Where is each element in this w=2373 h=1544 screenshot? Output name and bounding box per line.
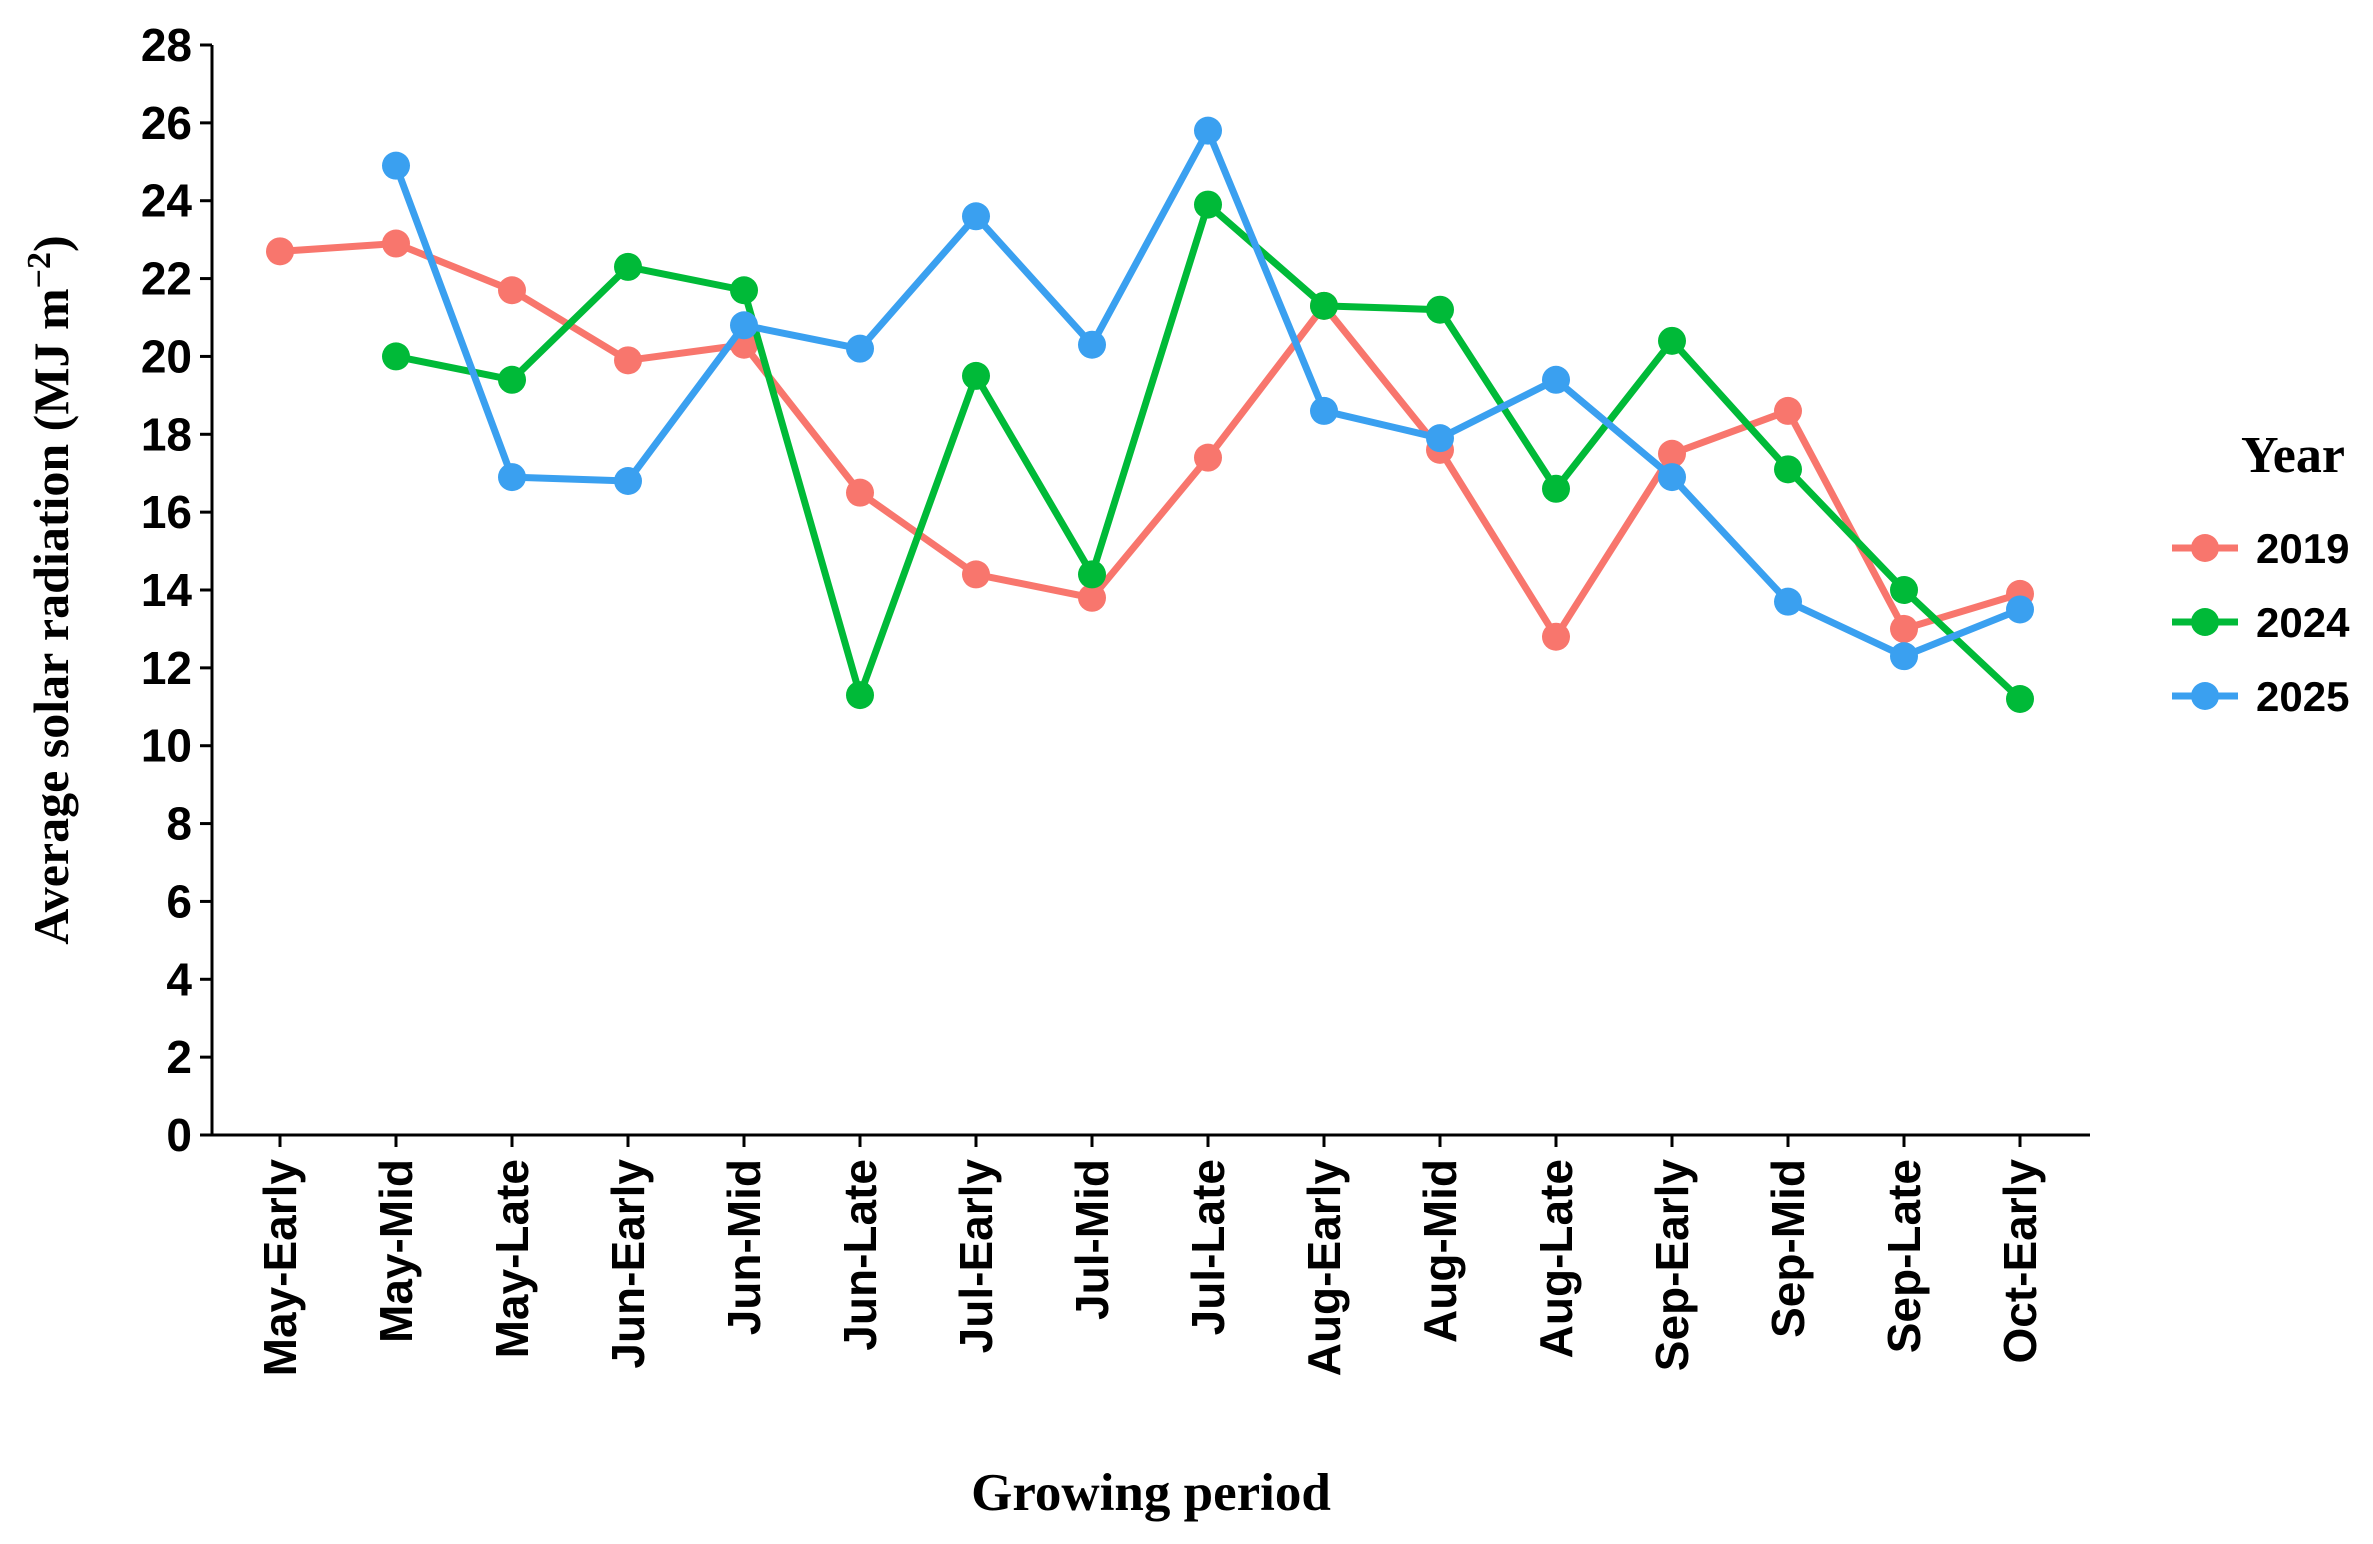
data-point-2019 xyxy=(846,478,874,507)
data-point-2025 xyxy=(1774,587,1802,616)
data-point-2025 xyxy=(846,334,874,363)
y-tick-label: 28 xyxy=(141,19,192,71)
data-point-2025 xyxy=(962,202,990,231)
data-point-2019 xyxy=(962,560,990,589)
y-tick-label: 10 xyxy=(141,720,192,772)
data-point-2025 xyxy=(1194,116,1222,145)
x-ticks: May-Early May-Mid May-Late Jun-Early Jun-Mid… xyxy=(254,1135,2046,1376)
y-axis-title: Average solar radiation (MJ m−2) xyxy=(21,235,80,944)
legend-key-point xyxy=(2191,608,2219,636)
data-point-2024 xyxy=(846,681,874,710)
data-point-2024 xyxy=(1310,291,1338,320)
legend-label: 2025 xyxy=(2256,673,2349,720)
data-point-2024 xyxy=(962,361,990,390)
data-point-2024 xyxy=(614,252,642,281)
data-point-2024 xyxy=(730,276,758,305)
x-tick-label: Aug-Early xyxy=(1298,1159,1350,1377)
x-tick-label: Jun-Mid xyxy=(718,1159,770,1335)
legend-item-2025: 2025 xyxy=(2172,673,2349,720)
x-tick-label: May-Late xyxy=(486,1159,538,1358)
series-2024 xyxy=(382,190,2034,713)
legend-title: Year xyxy=(2241,427,2345,484)
x-tick-label: Sep-Mid xyxy=(1762,1159,1814,1338)
x-tick-label: Jul-Early xyxy=(950,1159,1002,1354)
x-tick-label: May-Early xyxy=(254,1159,306,1377)
data-point-2019 xyxy=(1078,583,1106,612)
legend-key-point xyxy=(2191,534,2219,562)
legend-item-2019: 2019 xyxy=(2172,525,2349,572)
data-point-2019 xyxy=(1194,443,1222,472)
y-axis-title-close: ) xyxy=(23,235,79,252)
y-tick-label: 24 xyxy=(141,175,193,227)
y-tick-label: 18 xyxy=(141,408,192,460)
data-point-2019 xyxy=(614,346,642,375)
data-point-2025 xyxy=(1890,642,1918,671)
y-tick-label: 0 xyxy=(166,1109,192,1161)
y-tick-label: 26 xyxy=(141,97,192,149)
data-point-2019 xyxy=(1658,439,1686,468)
y-tick-label: 2 xyxy=(166,1031,192,1083)
y-tick-label: 6 xyxy=(166,875,192,927)
data-point-2024 xyxy=(1890,576,1918,604)
data-point-2024 xyxy=(2006,685,2034,713)
data-point-2024 xyxy=(1194,190,1222,219)
data-point-2025 xyxy=(1310,396,1338,425)
data-point-2025 xyxy=(2006,595,2034,624)
data-point-2024 xyxy=(1774,455,1802,484)
data-point-2025 xyxy=(614,467,642,495)
x-tick-label: Aug-Late xyxy=(1530,1159,1582,1358)
y-tick-label: 4 xyxy=(166,953,192,1005)
legend-label: 2024 xyxy=(2256,599,2350,646)
series-2025 xyxy=(382,116,2034,671)
data-point-2025 xyxy=(382,151,410,180)
data-point-2024 xyxy=(1426,295,1454,324)
y-axis-title-sup: −2 xyxy=(21,252,58,288)
x-tick-label: Jun-Late xyxy=(834,1159,886,1351)
data-point-2024 xyxy=(1658,326,1686,355)
x-tick-label: Sep-Late xyxy=(1878,1159,1930,1353)
data-point-2019 xyxy=(1774,396,1802,425)
data-point-2025 xyxy=(730,311,758,340)
data-point-2025 xyxy=(498,463,526,492)
data-point-2019 xyxy=(1542,622,1570,651)
y-axis-title-main: Average solar radiation (MJ m xyxy=(23,288,79,944)
legend: Year 2019 2024 2025 xyxy=(2172,427,2350,720)
data-point-2019 xyxy=(498,276,526,305)
data-point-2025 xyxy=(1078,330,1106,359)
x-tick-label: Jul-Late xyxy=(1182,1159,1234,1335)
data-point-2024 xyxy=(1542,474,1570,503)
data-point-2024 xyxy=(498,365,526,394)
y-tick-label: 12 xyxy=(141,642,192,694)
data-point-2019 xyxy=(266,237,294,266)
axes xyxy=(210,45,2090,1137)
x-tick-label: Oct-Early xyxy=(1994,1159,2046,1364)
x-tick-label: Sep-Early xyxy=(1646,1159,1698,1372)
data-point-2025 xyxy=(1658,463,1686,492)
series-2019 xyxy=(266,229,2034,651)
data-point-2019 xyxy=(382,229,410,258)
x-tick-label: May-Mid xyxy=(370,1159,422,1343)
legend-item-2024: 2024 xyxy=(2172,599,2350,646)
x-axis-title: Growing period xyxy=(971,1464,1331,1522)
y-tick-label: 16 xyxy=(141,486,192,538)
y-tick-label: 22 xyxy=(141,253,192,305)
x-tick-label: Jul-Mid xyxy=(1066,1159,1118,1320)
data-point-2025 xyxy=(1542,365,1570,394)
legend-label: 2019 xyxy=(2256,525,2349,572)
data-point-2019 xyxy=(1890,614,1918,643)
y-tick-label: 14 xyxy=(141,564,193,616)
x-tick-label: Jun-Early xyxy=(602,1159,654,1369)
y-tick-label: 20 xyxy=(141,330,192,382)
legend-key-point xyxy=(2191,682,2219,710)
y-tick-label: 8 xyxy=(166,798,192,850)
series-group xyxy=(266,116,2034,713)
data-point-2025 xyxy=(1426,424,1454,453)
data-point-2024 xyxy=(382,342,410,371)
data-point-2024 xyxy=(1078,560,1106,589)
x-tick-label: Aug-Mid xyxy=(1414,1159,1466,1343)
